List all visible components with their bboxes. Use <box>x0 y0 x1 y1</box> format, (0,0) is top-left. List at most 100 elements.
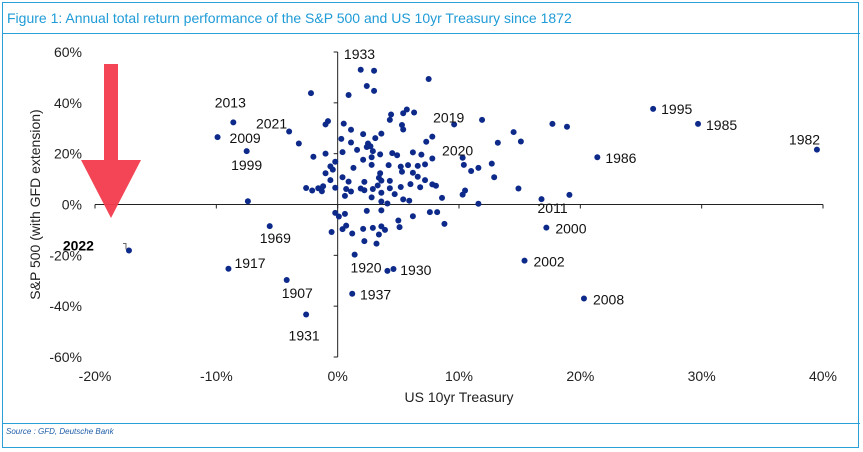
point-label-2008: 2008 <box>593 292 624 308</box>
data-point <box>429 133 436 140</box>
point-label-2000: 2000 <box>555 221 586 237</box>
figure-title: Figure 1: Annual total return performanc… <box>7 10 572 26</box>
data-point <box>354 146 361 153</box>
data-point <box>491 174 498 181</box>
data-point <box>414 162 421 169</box>
data-point <box>425 75 432 82</box>
data-point <box>405 162 412 169</box>
x-tick-label: 20% <box>566 368 594 384</box>
data-point <box>400 126 407 133</box>
highlight-arrow <box>81 64 141 250</box>
data-point <box>243 148 250 155</box>
point-label-2019: 2019 <box>433 109 464 125</box>
point-label-2011: 2011 <box>538 200 568 216</box>
data-point <box>468 167 475 174</box>
data-point <box>303 311 310 318</box>
chart-tick-labels: -20% -10% 0% 10% 20% 30% 40% -60% -40% -20% 0% 20% 4… <box>49 44 837 384</box>
data-point <box>432 182 439 189</box>
data-point <box>283 276 290 283</box>
data-point <box>343 185 350 192</box>
data-point <box>363 83 370 90</box>
data-point <box>488 160 495 167</box>
data-point <box>409 213 416 220</box>
red-down-arrow <box>81 64 141 218</box>
data-point <box>310 153 317 160</box>
data-point <box>409 169 416 176</box>
point-label-2022: 2022 <box>63 238 94 254</box>
point-label-1986: 1986 <box>605 150 636 166</box>
data-point <box>375 231 382 238</box>
x-tick-label: -20% <box>79 368 112 384</box>
data-point <box>371 87 378 94</box>
point-label-1917: 1917 <box>234 255 265 271</box>
figure-frame <box>2 2 859 448</box>
data-point <box>403 106 410 113</box>
data-point <box>594 154 601 161</box>
data-point <box>451 121 458 128</box>
data-point <box>349 230 356 237</box>
highlight-connector <box>122 243 127 250</box>
data-point <box>400 196 407 203</box>
data-point <box>295 140 302 147</box>
data-point <box>378 198 385 205</box>
x-tick-label: -10% <box>200 368 233 384</box>
data-point <box>369 224 376 231</box>
data-point <box>475 200 482 207</box>
data-point <box>286 128 293 135</box>
data-point <box>390 266 397 273</box>
data-point <box>244 198 251 205</box>
data-point <box>515 185 522 192</box>
data-point <box>418 151 425 158</box>
data-point <box>369 148 376 155</box>
chart-point-labels: 1933 2013 2009 1999 2021 2019 2020 1995 1985 1982… <box>63 46 820 344</box>
data-point <box>406 197 413 204</box>
data-point <box>580 295 587 302</box>
data-point <box>324 118 331 125</box>
data-point <box>459 191 466 198</box>
x-tick-label: 40% <box>809 368 837 384</box>
data-point <box>371 67 378 74</box>
point-label-2020: 2020 <box>442 143 473 159</box>
chart-axes <box>94 51 824 358</box>
data-point <box>439 194 446 201</box>
data-point <box>322 150 329 157</box>
source-divider <box>3 423 860 424</box>
point-label-1999: 1999 <box>231 157 262 173</box>
data-point <box>386 116 393 123</box>
y-tick-label: -20% <box>49 247 82 263</box>
data-point <box>384 200 391 207</box>
data-point <box>339 174 346 181</box>
y-axis-title: S&P 500 (with GFD extension) <box>27 109 43 299</box>
data-point <box>566 191 573 198</box>
title-divider <box>3 33 860 34</box>
y-tick-label: 40% <box>54 95 82 111</box>
data-point <box>459 154 466 161</box>
data-point <box>307 90 314 97</box>
data-point <box>479 116 486 123</box>
y-tick-label: 0% <box>62 197 82 213</box>
point-label-2009: 2009 <box>230 130 261 146</box>
data-point <box>396 224 403 231</box>
data-point <box>361 178 368 185</box>
point-label-1985: 1985 <box>706 117 737 133</box>
point-label-1931: 1931 <box>289 328 320 344</box>
data-point <box>348 188 355 195</box>
source-note: Source : GFD, Deutsche Bank <box>6 427 114 436</box>
data-point <box>341 192 348 199</box>
data-point <box>395 217 402 224</box>
data-point <box>385 162 392 169</box>
data-point <box>369 185 376 192</box>
point-label-1969: 1969 <box>260 230 291 246</box>
data-point <box>368 194 375 201</box>
data-point <box>340 120 347 127</box>
data-point <box>397 163 404 170</box>
data-point <box>429 155 436 162</box>
data-point <box>409 149 416 156</box>
data-point <box>374 182 381 189</box>
data-point <box>357 185 364 192</box>
point-label-1995: 1995 <box>661 101 692 117</box>
data-point <box>368 154 375 161</box>
point-label-2013: 2013 <box>215 94 246 110</box>
data-point <box>303 184 310 191</box>
